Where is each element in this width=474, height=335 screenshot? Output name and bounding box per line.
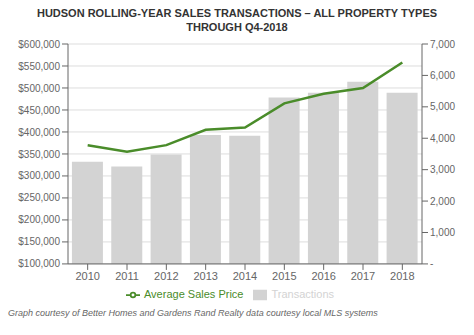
svg-text:$450,000: $450,000: [18, 105, 60, 116]
svg-text:$500,000: $500,000: [18, 83, 60, 94]
svg-text:$250,000: $250,000: [18, 192, 60, 203]
svg-text:1,000: 1,000: [430, 227, 455, 238]
svg-text:4,000: 4,000: [430, 133, 455, 144]
svg-text:2011: 2011: [115, 270, 139, 282]
svg-text:6,000: 6,000: [430, 70, 455, 81]
svg-text:$300,000: $300,000: [18, 170, 60, 181]
html-text:Average Sales Price: Average Sales Price: [144, 287, 244, 300]
svg-text:2012: 2012: [154, 270, 178, 282]
svg-text:7,000: 7,000: [430, 39, 455, 50]
html-text:Transactions: Transactions: [271, 287, 334, 300]
svg-text:-: -: [430, 258, 433, 269]
svg-text:$600,000: $600,000: [18, 39, 60, 50]
svg-text:2010: 2010: [75, 270, 99, 282]
svg-text:2013: 2013: [193, 270, 217, 282]
svg-text:$550,000: $550,000: [18, 61, 60, 72]
svg-text:$400,000: $400,000: [18, 127, 60, 138]
svg-text:3,000: 3,000: [430, 164, 455, 175]
svg-text:5,000: 5,000: [430, 101, 455, 112]
svg-text:2015: 2015: [272, 270, 296, 282]
svg-text:2017: 2017: [351, 270, 375, 282]
svg-text:2,000: 2,000: [430, 196, 455, 207]
html-text:Graph courtesy of Better Homes: Graph courtesy of Better Homes and Garde…: [8, 308, 378, 318]
svg-text:2018: 2018: [390, 270, 414, 282]
svg-text:$350,000: $350,000: [18, 149, 60, 160]
svg-text:$100,000: $100,000: [18, 258, 60, 269]
svg-text:2014: 2014: [233, 270, 257, 282]
svg-text:$150,000: $150,000: [18, 236, 60, 247]
html-text:HUDSON ROLLING-YEAR SALES TRAN: HUDSON ROLLING-YEAR SALES TRANSACTIONS –…: [36, 7, 438, 33]
svg-text:$200,000: $200,000: [18, 214, 60, 225]
svg-text:2016: 2016: [311, 270, 335, 282]
